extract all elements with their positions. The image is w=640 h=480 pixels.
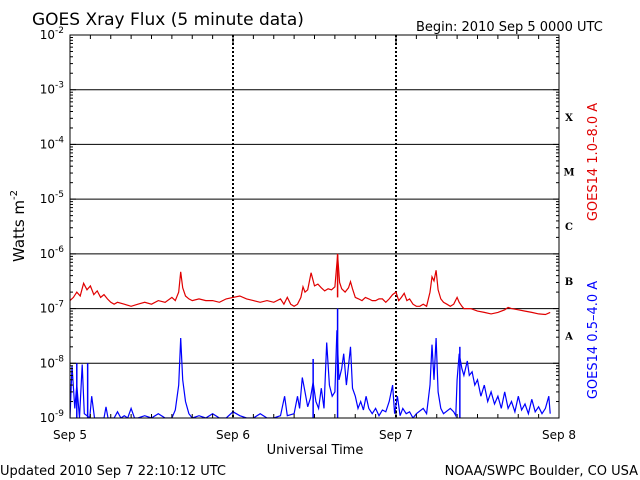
y-tick-base: 10 [40, 28, 55, 42]
series-lines [70, 253, 551, 418]
y-tick-base: 10 [40, 302, 55, 316]
x-tick-label: Sep 6 [216, 428, 250, 442]
x-axis-label: Universal Time [267, 443, 364, 458]
legend-short-channel: GOES14 0.5–4.0 A [586, 281, 601, 399]
y-tick-label: 10-8 [40, 354, 65, 370]
chart-title: GOES Xray Flux (5 minute data) [32, 10, 304, 30]
y-tick-label: 10-7 [40, 300, 64, 316]
flare-class-label: M [563, 168, 574, 179]
y-tick-base: 10 [40, 83, 55, 97]
grid [70, 35, 559, 418]
y-tick-exponent: -3 [55, 81, 64, 91]
y-tick-label: 10-9 [40, 409, 65, 425]
flare-class-label: B [565, 277, 573, 288]
data-source: NOAA/SWPC Boulder, CO USA [445, 464, 638, 479]
y-tick-label: 10-6 [40, 245, 65, 261]
x-tick-label: Sep 8 [542, 428, 576, 442]
series-line-short [70, 330, 551, 418]
y-tick-label: 10-3 [40, 81, 64, 97]
y-tick-base: 10 [40, 192, 55, 206]
y-tick-exponent: -2 [55, 26, 64, 36]
plot-frame [69, 34, 560, 419]
y-tick-base: 10 [40, 137, 55, 151]
y-axis-label-text: Watts m [10, 200, 28, 262]
updated-timestamp: Updated 2010 Sep 7 22:10:12 UTC [0, 464, 226, 479]
y-tick-exponent: -4 [55, 135, 64, 145]
y-axis-label-exponent: -2 [9, 190, 20, 200]
y-tick-exponent: -8 [55, 354, 64, 364]
y-ticks: 10-910-810-710-610-510-410-310-2 [40, 26, 559, 425]
legend-long-channel: GOES14 1.0–8.0 A [586, 103, 601, 221]
y-tick-base: 10 [40, 411, 55, 425]
y-tick-base: 10 [40, 247, 55, 261]
series-line-long [70, 255, 551, 316]
flare-classes: A B C M X [563, 113, 574, 343]
flare-class-label: A [564, 332, 573, 343]
y-tick-label: 10-4 [40, 135, 65, 151]
y-tick-exponent: -9 [55, 409, 64, 419]
flare-class-label: C [565, 222, 573, 233]
y-tick-exponent: -5 [55, 190, 64, 200]
y-tick-label: 10-2 [40, 26, 64, 42]
y-tick-label: 10-5 [40, 190, 64, 206]
x-tick-label: Sep 7 [379, 428, 413, 442]
begin-date: Begin: 2010 Sep 5 0000 UTC [416, 20, 603, 35]
y-tick-exponent: -6 [55, 245, 64, 255]
y-axis-label: Watts m-2 [9, 190, 28, 262]
x-tick-label: Sep 5 [53, 428, 87, 442]
x-ticks: Sep 5 Sep 6 Sep 7 Sep 8 [53, 35, 576, 442]
flare-class-label: X [565, 113, 573, 124]
y-tick-exponent: -7 [55, 300, 64, 310]
y-tick-base: 10 [40, 356, 55, 370]
